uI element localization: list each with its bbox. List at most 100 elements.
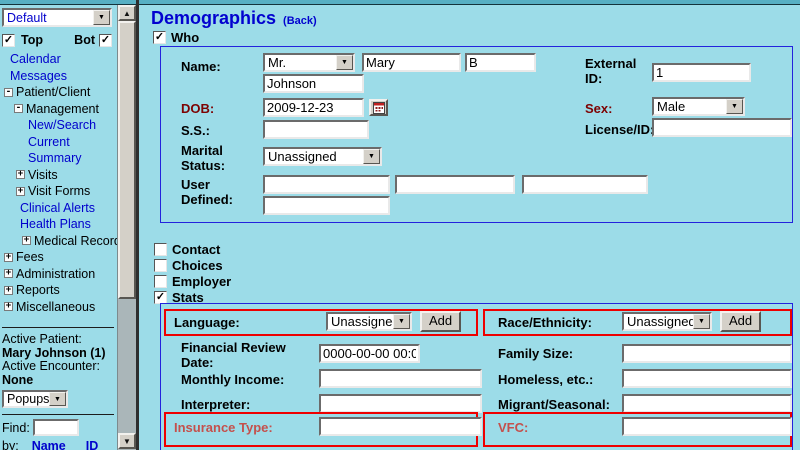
chevron-down-icon[interactable]: ▼: [49, 392, 66, 406]
chevron-down-icon[interactable]: ▼: [336, 55, 353, 70]
ss-label: S.S.:: [181, 123, 210, 138]
sidebar-item-clinical-alerts[interactable]: Clinical Alerts: [20, 200, 96, 215]
sidebar-item-label: Visit Forms: [28, 184, 91, 199]
tree-plus-icon[interactable]: +: [22, 235, 31, 246]
chevron-down-icon[interactable]: ▼: [393, 314, 410, 329]
bot-frame-checkbox[interactable]: ✓: [99, 33, 112, 47]
user-defined-input-1[interactable]: [263, 175, 390, 194]
popups-select-value: Popups: [7, 392, 49, 406]
back-link[interactable]: (Back): [283, 15, 317, 27]
interpreter-label: Interpreter:: [181, 397, 251, 412]
race-ethnicity-label: Race/Ethnicity:: [498, 315, 592, 330]
choices-section-checkbox[interactable]: [154, 259, 167, 272]
employer-section-checkbox[interactable]: [154, 275, 167, 288]
sidebar-item-summary[interactable]: Summary: [28, 151, 82, 166]
calendar-picker-button[interactable]: [369, 99, 388, 116]
top-frame-checkbox[interactable]: ✓: [2, 33, 15, 47]
sidebar-item-visits[interactable]: + Visits: [2, 167, 117, 184]
sidebar-nav: Calendar Messages - Patient/Client - Manag…: [2, 51, 117, 315]
ss-input[interactable]: [263, 120, 369, 139]
first-name-input[interactable]: [362, 53, 461, 72]
sex-value: Male: [657, 99, 686, 114]
monthly-income-input[interactable]: [319, 369, 482, 388]
tree-plus-icon[interactable]: +: [4, 251, 13, 262]
homeless-input[interactable]: [622, 369, 792, 388]
family-size-input[interactable]: [622, 344, 792, 363]
sidebar-item-health-plans[interactable]: Health Plans: [20, 217, 91, 232]
sidebar-item-messages[interactable]: Messages: [10, 68, 67, 83]
user-defined-input-3[interactable]: [522, 175, 648, 194]
insurance-type-label: Insurance Type:: [174, 420, 273, 435]
sidebar-item-reports[interactable]: + Reports: [2, 282, 117, 299]
name-title-value: Mr.: [268, 55, 287, 70]
scroll-down-icon[interactable]: ▼: [118, 433, 136, 449]
sidebar-item-calendar[interactable]: Calendar: [10, 52, 61, 67]
sidebar-item-visit-forms[interactable]: + Visit Forms: [2, 183, 117, 200]
migrant-seasonal-input[interactable]: [622, 394, 792, 413]
vfc-label: VFC:: [498, 420, 529, 435]
chevron-down-icon[interactable]: ▼: [726, 99, 743, 114]
last-name-input[interactable]: [263, 74, 364, 93]
scroll-up-icon[interactable]: ▲: [118, 5, 136, 21]
marital-status-label: Marital Status:: [181, 143, 226, 173]
sex-label: Sex:: [585, 101, 613, 116]
insurance-type-input[interactable]: [319, 417, 482, 436]
dob-input[interactable]: [263, 98, 364, 117]
profile-select[interactable]: Default ▼: [2, 8, 112, 27]
find-by-id-link[interactable]: ID: [85, 439, 99, 450]
sidebar-item-current[interactable]: Current: [28, 134, 70, 149]
find-by-name-link[interactable]: Name: [31, 439, 66, 450]
tree-minus-icon[interactable]: -: [14, 103, 23, 114]
sidebar-divider: [2, 327, 114, 328]
external-id-input[interactable]: [652, 63, 751, 82]
language-select[interactable]: Unassigned ▼: [326, 312, 412, 331]
sex-select[interactable]: Male ▼: [652, 97, 745, 116]
frame-divider: [136, 0, 139, 450]
tree-minus-icon[interactable]: -: [4, 86, 13, 97]
language-add-button[interactable]: Add: [420, 311, 462, 332]
sidebar-item-new-search[interactable]: New/Search: [28, 118, 97, 133]
sidebar-item-management[interactable]: - Management: [2, 101, 117, 118]
calendar-icon: [372, 101, 385, 114]
license-input[interactable]: [652, 118, 792, 137]
who-section-checkbox[interactable]: ✓: [153, 31, 166, 44]
chevron-down-icon[interactable]: ▼: [693, 314, 710, 329]
user-defined-input-2[interactable]: [395, 175, 515, 194]
tree-plus-icon[interactable]: +: [4, 268, 13, 279]
vfc-input[interactable]: [622, 417, 792, 436]
find-input[interactable]: [32, 419, 79, 436]
middle-name-input[interactable]: [465, 53, 536, 72]
demographics-page: Demographics (Back) ✓ Who Name: Mr. ▼ Ex…: [139, 5, 800, 450]
who-section-label: Who: [171, 30, 200, 45]
sidebar-item-medical-record[interactable]: + Medical Record: [2, 233, 117, 250]
migrant-seasonal-label: Migrant/Seasonal:: [498, 397, 610, 412]
marital-status-select[interactable]: Unassigned ▼: [263, 147, 382, 166]
sidebar-item-administration[interactable]: + Administration: [2, 266, 117, 283]
financial-review-label: Financial Review Date:: [181, 340, 286, 370]
interpreter-input[interactable]: [319, 394, 482, 413]
tree-plus-icon[interactable]: +: [4, 284, 13, 295]
who-fieldset: Name: Mr. ▼ External ID: DOB: Sex: Male …: [160, 46, 793, 223]
chevron-down-icon[interactable]: ▼: [93, 10, 110, 25]
race-highlight-box: [483, 309, 792, 336]
vertical-scrollbar[interactable]: ▲ ▼: [117, 5, 136, 450]
sidebar-item-label: Reports: [16, 283, 60, 298]
race-ethnicity-select[interactable]: Unassigned ▼: [622, 312, 712, 331]
popups-select[interactable]: Popups ▼: [2, 390, 68, 408]
scrollbar-thumb[interactable]: [118, 21, 136, 299]
tree-plus-icon[interactable]: +: [16, 169, 25, 180]
sidebar-item-fees[interactable]: + Fees: [2, 249, 117, 266]
contact-section-checkbox[interactable]: [154, 243, 167, 256]
user-defined-input-4[interactable]: [263, 196, 390, 215]
name-title-select[interactable]: Mr. ▼: [263, 53, 355, 72]
race-add-button[interactable]: Add: [720, 311, 762, 332]
chevron-down-icon[interactable]: ▼: [363, 149, 380, 164]
sidebar-item-patient-client[interactable]: - Patient/Client: [2, 84, 117, 101]
employer-section-label: Employer: [172, 274, 232, 289]
financial-review-input[interactable]: [319, 344, 420, 363]
sidebar-item-miscellaneous[interactable]: + Miscellaneous: [2, 299, 117, 316]
find-label: Find:: [2, 420, 30, 435]
tree-plus-icon[interactable]: +: [4, 301, 13, 312]
active-patient-value[interactable]: Mary Johnson (1): [2, 345, 106, 360]
tree-plus-icon[interactable]: +: [16, 185, 25, 196]
